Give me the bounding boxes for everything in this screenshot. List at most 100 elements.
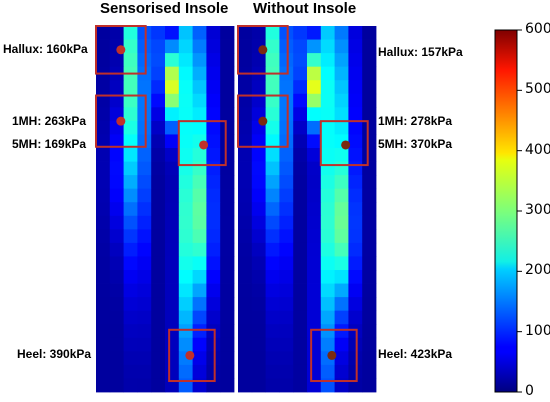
heatmap-cell	[251, 242, 266, 257]
heatmap-cell	[137, 364, 152, 379]
heatmap-cell	[334, 39, 349, 54]
heatmap-cell	[334, 283, 349, 298]
heatmap-cell	[220, 202, 235, 217]
heatmap-cell	[362, 134, 377, 149]
heatmap-cell	[251, 80, 266, 95]
heatmap-cell	[151, 39, 166, 54]
heatmap-cell	[251, 283, 266, 298]
heatmap-cell	[307, 364, 322, 379]
heatmap-cell	[238, 93, 253, 108]
heatmap-cell	[320, 242, 335, 257]
heatmap-cell	[137, 148, 152, 162]
heatmap-cell	[206, 337, 221, 352]
title-without: Without Insole	[253, 0, 357, 17]
heatmap-cell	[165, 283, 180, 298]
heatmap-cell	[96, 53, 111, 68]
heatmap-cell	[307, 26, 322, 40]
heatmap-cell	[362, 324, 377, 339]
heatmap-cell	[293, 80, 308, 95]
heatmap-cell	[265, 80, 280, 95]
heatmap-cell	[192, 148, 207, 162]
heatmap-cell	[348, 39, 363, 54]
heatmap-cell	[334, 324, 349, 339]
heatmap-cell	[334, 107, 349, 122]
heatmap-cell	[165, 53, 180, 68]
heatmap-cell	[192, 161, 207, 176]
heatmap-cell	[123, 134, 138, 149]
heatmap-cell	[109, 242, 124, 257]
label-heel-left: Heel: 390kPa	[17, 347, 92, 361]
heatmap-cell	[251, 26, 266, 40]
title-sensorised: Sensorised Insole	[100, 0, 229, 17]
heatmap-cell	[293, 297, 308, 312]
heatmap-cell	[220, 80, 235, 95]
heatmap-cell	[238, 148, 253, 162]
heatmap-cell	[206, 215, 221, 230]
heatmap-cell	[109, 134, 124, 149]
colorbar-tick-label: 600	[525, 21, 550, 37]
heatmap-cell	[265, 107, 280, 122]
heatmap-cell	[178, 229, 193, 244]
heatmap-cell	[137, 80, 152, 95]
heatmap-cell	[251, 229, 266, 244]
heatmap-cell	[362, 310, 377, 325]
heatmap-cell	[348, 215, 363, 230]
heatmap-cell	[238, 310, 253, 325]
heatmap-cell	[192, 256, 207, 271]
heatmap-cell	[320, 310, 335, 325]
heatmap-cell	[109, 229, 124, 244]
colorbar-tick-label: 300	[525, 202, 550, 218]
heatmap-cell	[178, 202, 193, 217]
heatmap-cell	[320, 256, 335, 271]
heatmap-cell	[238, 202, 253, 217]
heatmap-cell	[251, 270, 266, 284]
heatmap-cell	[165, 148, 180, 162]
heatmap-cell	[165, 297, 180, 312]
heatmap-cell	[362, 215, 377, 230]
heatmap-cell	[279, 364, 294, 379]
heatmap-cell	[293, 93, 308, 108]
heatmap-cell	[279, 120, 294, 135]
heatmap-cell	[265, 39, 280, 54]
heatmap-cell	[265, 351, 280, 366]
heatmap-cell	[96, 120, 111, 135]
heatmap-cell	[220, 378, 235, 393]
heatmap-cell	[265, 364, 280, 379]
heatmap-cell	[192, 337, 207, 352]
heatmap-cell	[265, 202, 280, 217]
heatmap-cell	[293, 242, 308, 257]
heatmap-cell	[251, 161, 266, 176]
heatmap-cell	[265, 297, 280, 312]
heatmap-cell	[178, 310, 193, 325]
heatmap-cell	[307, 351, 322, 366]
heatmap-cell	[334, 202, 349, 217]
heatmap-cell	[178, 324, 193, 339]
heatmap-cell	[251, 215, 266, 230]
heatmap-cell	[220, 256, 235, 271]
heatmap-cell	[238, 270, 253, 284]
heatmap-cell	[334, 229, 349, 244]
heatmap-cell	[192, 107, 207, 122]
heatmap-cell	[320, 202, 335, 217]
heatmap-cell	[165, 26, 180, 40]
heatmap-cell	[206, 188, 221, 203]
heatmap-cell	[137, 39, 152, 54]
heatmap-cell	[192, 26, 207, 40]
heatmap-cell	[238, 324, 253, 339]
heatmap-cell	[206, 134, 221, 149]
heatmap-cell	[348, 26, 363, 40]
heatmap-cell	[109, 80, 124, 95]
heatmap-cell	[238, 107, 253, 122]
heatmap-cell	[220, 26, 235, 40]
colorbar-tick-label: 500	[525, 81, 550, 98]
heatmap-cell	[137, 134, 152, 149]
heatmap-cell	[238, 80, 253, 95]
heatmap-cell	[362, 66, 377, 81]
heatmap-cell	[238, 256, 253, 271]
heatmap-cell	[238, 120, 253, 135]
heatmap-cell	[334, 148, 349, 162]
heatmap-cell	[293, 120, 308, 135]
heatmap-cell	[151, 324, 166, 339]
heatmap-cell	[206, 26, 221, 40]
heatmap-cell	[206, 120, 221, 135]
